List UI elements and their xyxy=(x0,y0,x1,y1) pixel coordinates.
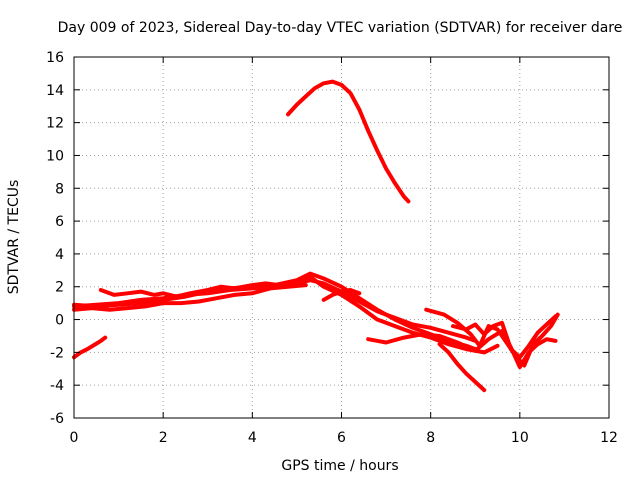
series-line-arc-main-a xyxy=(72,278,478,343)
x-tick-label: 8 xyxy=(426,430,435,446)
series-line-arc-low-a xyxy=(72,283,308,312)
series-line-arc-main-b xyxy=(72,271,478,352)
x-tick-label: 12 xyxy=(600,430,618,446)
y-tick-label: -6 xyxy=(50,411,64,427)
y-tick-label: -4 xyxy=(50,378,64,394)
y-tick-label: 10 xyxy=(46,148,64,164)
x-tick-label: 0 xyxy=(70,430,79,446)
x-tick-label: 6 xyxy=(337,430,346,446)
y-tick-label: 14 xyxy=(46,83,64,99)
y-tick-label: 2 xyxy=(55,280,64,296)
y-tick-label: 8 xyxy=(55,181,64,197)
ticks-layer: 0 2 4 6 8 10 12 -6 -4 -2 0 2 4 6 8 10 12 14 16 xyxy=(46,50,618,446)
grid-layer xyxy=(74,57,609,418)
series-line-arc-flat-start xyxy=(321,288,362,302)
series-line-arc-high xyxy=(286,79,411,204)
x-tick-label: 10 xyxy=(511,430,529,446)
series-line-arc-return xyxy=(366,329,558,370)
y-tick-label: 4 xyxy=(55,247,64,263)
y-tick-label: 12 xyxy=(46,116,64,132)
x-axis-label: GPS time / hours xyxy=(281,458,398,474)
series-line-arc-late-dip xyxy=(437,342,487,393)
y-tick-label: 16 xyxy=(46,50,64,66)
y-axis-label: SDTVAR / TECUs xyxy=(6,180,22,295)
chart-title: Day 009 of 2023, Sidereal Day-to-day VTE… xyxy=(58,20,623,36)
series-line-arc-late-b xyxy=(424,307,560,368)
y-tick-label: 6 xyxy=(55,214,64,230)
series-line-arc-early-low xyxy=(72,335,108,360)
y-tick-label: 0 xyxy=(55,313,64,329)
series-layer xyxy=(72,79,560,393)
x-tick-label: 4 xyxy=(248,430,257,446)
x-tick-label: 2 xyxy=(159,430,168,446)
y-tick-label: -2 xyxy=(50,345,64,361)
series-line-arc-late-c xyxy=(451,314,558,360)
